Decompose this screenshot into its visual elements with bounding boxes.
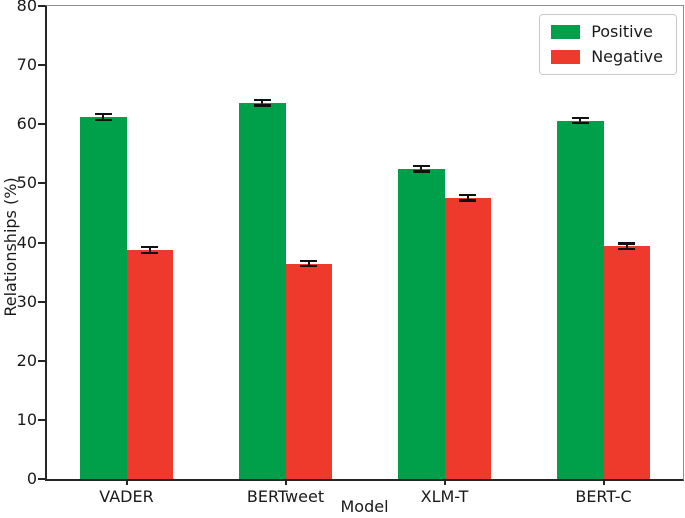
y-tick-20 [38, 359, 45, 362]
x-tick-label-bert-c: BERT-C [575, 487, 632, 506]
legend-swatch-positive [551, 25, 581, 39]
bar-positive-bert-c [557, 120, 604, 479]
error-cap-top-negative-vader [141, 246, 159, 249]
legend-label-positive: Positive [591, 22, 653, 41]
error-cap-top-positive-vader [94, 113, 112, 116]
error-cap-bottom-positive-bert-c [571, 122, 589, 125]
error-line-negative-xlm-t [466, 194, 469, 201]
error-cap-top-positive-xlm-t [412, 164, 430, 167]
x-tick-xlm-t [443, 479, 446, 485]
bar-negative-bert-c [603, 246, 650, 479]
y-tick-60 [38, 123, 45, 126]
legend-swatch-negative [551, 50, 581, 64]
y-tick-label-0: 0 [26, 469, 37, 488]
bar-negative-vader [126, 250, 173, 479]
error-line-negative-vader [148, 247, 151, 253]
bar-positive-xlm-t [398, 168, 445, 479]
y-tick-80 [38, 5, 45, 7]
x-tick-label-bertweet: BERTweet [246, 487, 325, 506]
x-tick-label-vader: VADER [99, 487, 154, 506]
error-line-positive-bertweet [261, 100, 264, 106]
error-line-positive-bert-c [579, 118, 582, 124]
legend-item-positive: Positive [551, 23, 663, 41]
y-tick-label-40: 40 [16, 232, 37, 252]
error-cap-bottom-negative-xlm-t [459, 199, 477, 202]
y-tick-0 [38, 478, 45, 480]
legend-item-negative: Negative [551, 48, 663, 66]
error-cap-top-positive-bert-c [571, 117, 589, 120]
error-cap-bottom-positive-xlm-t [412, 170, 430, 173]
y-tick-label-70: 70 [16, 55, 37, 75]
y-tick-label-30: 30 [16, 291, 37, 311]
y-tick-label-50: 50 [16, 173, 37, 193]
y-tick-70 [38, 64, 45, 67]
error-line-negative-bertweet [307, 261, 310, 267]
error-cap-top-negative-xlm-t [459, 193, 477, 196]
error-line-negative-bert-c [625, 243, 628, 249]
error-cap-top-negative-bertweet [300, 260, 318, 263]
error-line-positive-vader [102, 114, 105, 120]
error-line-positive-xlm-t [420, 165, 423, 172]
error-cap-bottom-negative-bert-c [618, 247, 636, 250]
plot-area: Positive Negative 0 10 20 30 40 50 60 70 80 VADER B… [17, 0, 684, 506]
bar-positive-bertweet [239, 102, 286, 479]
y-tick-label-80: 80 [16, 0, 37, 15]
error-cap-bottom-negative-vader [141, 251, 159, 255]
x-tick-bertweet [284, 479, 287, 485]
bar-negative-xlm-t [444, 197, 491, 479]
y-tick-label-10: 10 [16, 409, 37, 429]
bar-positive-vader [80, 117, 127, 479]
x-tick-bert-c [602, 479, 605, 485]
error-cap-bottom-negative-bertweet [300, 265, 318, 268]
x-tick-label-xlm-t: XLM-T [420, 487, 469, 506]
legend: Positive Negative [539, 14, 677, 75]
y-tick-label-60: 60 [16, 114, 37, 134]
error-cap-top-negative-bert-c [618, 242, 636, 245]
y-tick-50 [38, 182, 45, 185]
x-tick-vader [125, 479, 128, 485]
y-tick-40 [38, 241, 45, 244]
error-cap-bottom-positive-bertweet [253, 104, 271, 107]
bar-negative-bertweet [285, 263, 332, 479]
y-tick-30 [38, 300, 45, 303]
error-cap-bottom-positive-vader [94, 118, 112, 122]
y-tick-label-20: 20 [16, 350, 37, 370]
legend-label-negative: Negative [591, 47, 663, 66]
x-axis-title: Model [340, 497, 389, 516]
error-cap-top-positive-bertweet [253, 99, 271, 102]
y-tick-10 [38, 418, 45, 421]
